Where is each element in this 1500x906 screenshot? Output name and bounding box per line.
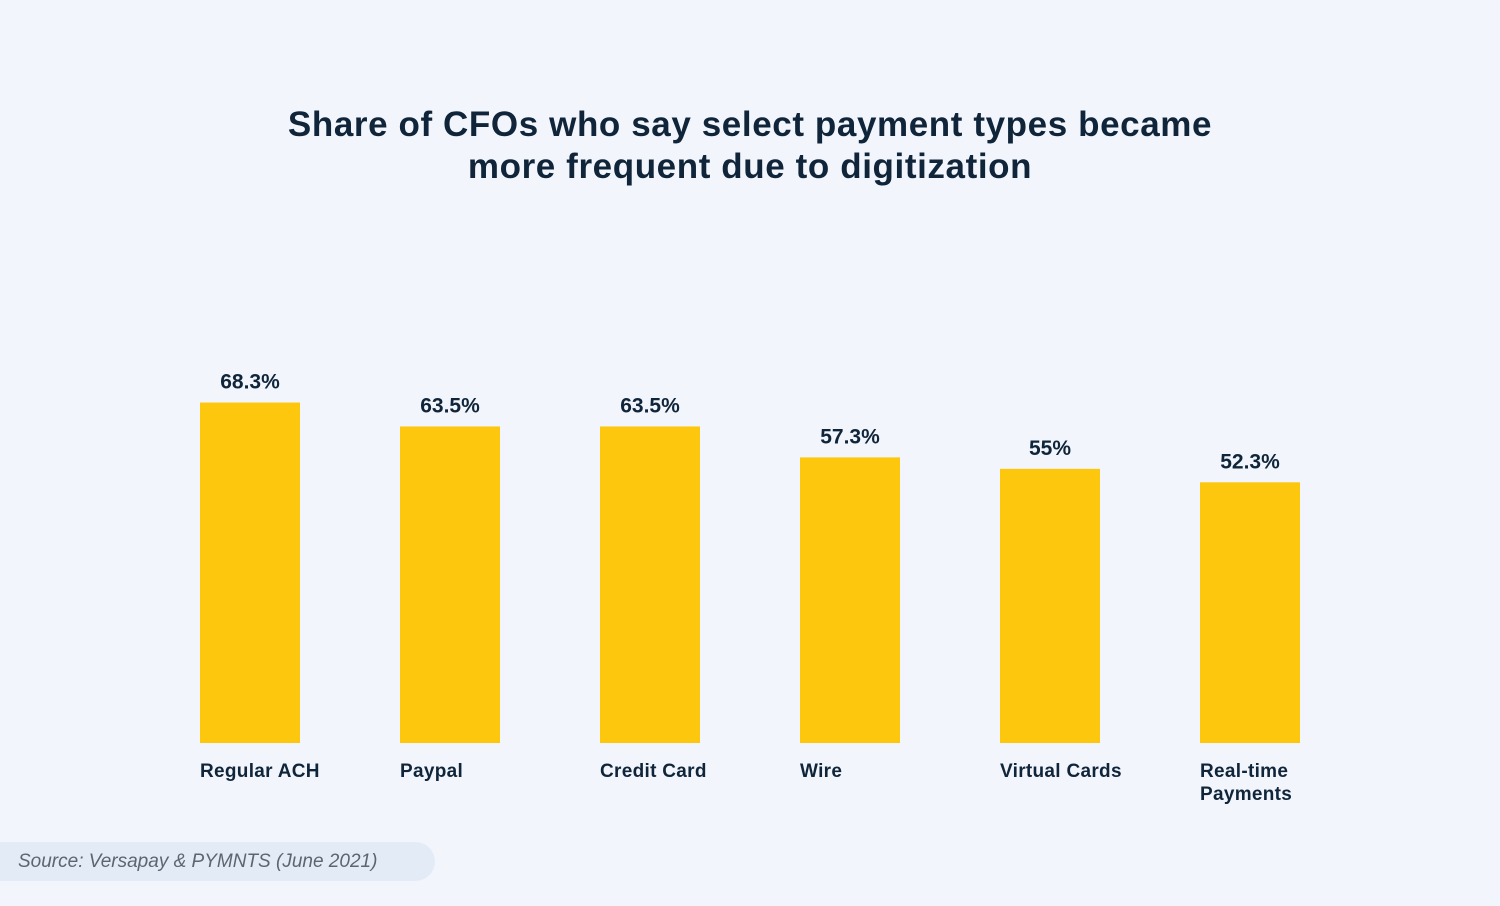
category-label-line: Wire: [800, 761, 842, 782]
chart-title-line-2: more frequent due to digitization: [467, 147, 1033, 186]
bar-3: [800, 457, 900, 743]
category-label-line: Paypal: [400, 761, 463, 782]
bar-value-label-4: 55%: [1029, 437, 1071, 460]
bar-0: [200, 402, 300, 743]
category-label-line: Credit Card: [600, 761, 707, 782]
source-note: Source: Versapay & PYMNTS (June 2021): [0, 842, 435, 881]
category-label-2: Credit Card: [600, 761, 707, 782]
chart-title: Share of CFOs who say select payment typ…: [0, 104, 1500, 188]
category-label-line: Real-time: [1200, 761, 1288, 782]
bar-1: [400, 426, 500, 743]
chart-title-line-1: Share of CFOs who say select payment typ…: [287, 105, 1213, 144]
category-label-line: Regular ACH: [200, 761, 320, 782]
bar-4: [1000, 468, 1100, 743]
bar-value-label-3: 57.3%: [820, 425, 880, 448]
category-label-5: Real-time Payments: [1200, 761, 1292, 805]
category-label-line: Virtual Cards: [1000, 761, 1122, 782]
bar-value-label-0: 68.3%: [220, 371, 280, 394]
category-label-line: Payments: [1200, 784, 1292, 805]
bar-value-label-2: 63.5%: [620, 394, 680, 417]
bar-2: [600, 426, 700, 743]
bar-5: [1200, 482, 1300, 743]
bar-value-label-1: 63.5%: [420, 394, 480, 417]
category-label-3: Wire: [800, 761, 842, 782]
bar-value-label-5: 52.3%: [1220, 450, 1280, 473]
category-label-1: Paypal: [400, 761, 463, 782]
category-label-4: Virtual Cards: [1000, 761, 1122, 782]
category-label-0: Regular ACH: [200, 761, 320, 782]
